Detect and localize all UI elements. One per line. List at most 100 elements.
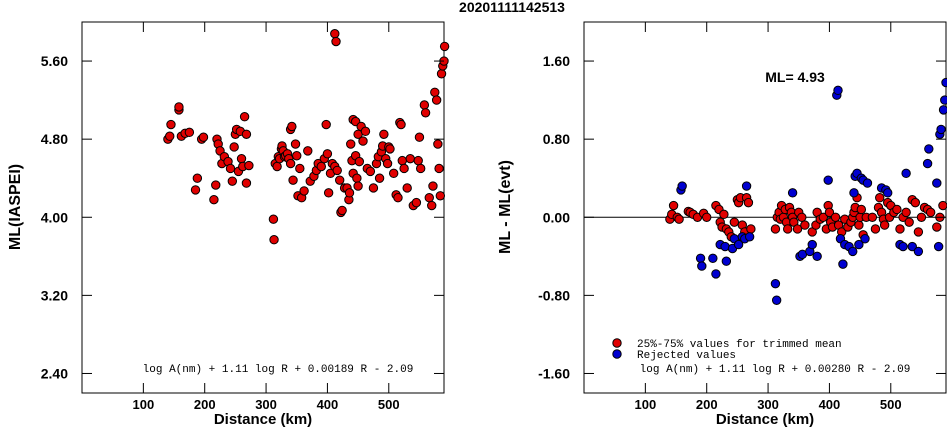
left-point-a [229, 142, 239, 152]
left-dots [163, 29, 450, 245]
left-point-a [209, 194, 219, 205]
left-point-a [331, 36, 341, 47]
left-point-a [433, 139, 443, 149]
left-point-a [365, 166, 376, 177]
right-y-tick-label: 0.80 [543, 131, 570, 147]
right-point-b [744, 232, 755, 242]
right-point-a [938, 200, 947, 211]
right-point-b [862, 178, 873, 188]
left-formula: log A(nm) + 1.11 log R + 0.00189 R - 2.0… [143, 364, 414, 376]
right-y-tick-label: -1.60 [538, 365, 570, 381]
left-point-a [241, 178, 252, 188]
right-point-b [938, 105, 947, 115]
right-point-b [936, 124, 946, 135]
left-point-a [192, 173, 203, 183]
left-point-a [332, 165, 342, 176]
right-point-b [733, 239, 744, 250]
left-x-axis-label: Distance (km) [214, 411, 312, 428]
right-point-a [932, 222, 942, 232]
left-point-a [435, 191, 446, 201]
right-x-tick-label: 200 [696, 397, 718, 412]
legend-marker-rejected [612, 349, 622, 359]
right-point-b [848, 246, 858, 257]
right-point-b [823, 175, 833, 185]
right-point-a [901, 207, 911, 218]
left-point-a [382, 158, 393, 169]
left-y-ticks: 2.40 3.20 4.00 4.80 5.60 [41, 53, 444, 381]
left-point-a [303, 146, 313, 156]
left-point-a [165, 131, 175, 141]
left-point-a [287, 121, 297, 132]
right-point-a [824, 207, 835, 218]
left-point-a [434, 163, 444, 174]
right-point-b [697, 261, 707, 271]
left-y-tick-label: 4.80 [41, 131, 68, 147]
left-point-a [334, 175, 345, 185]
right-point-b [807, 239, 817, 250]
right-point-b [860, 234, 870, 244]
left-point-a [379, 129, 389, 139]
right-point-a [719, 209, 729, 220]
left-point-a [290, 139, 301, 149]
right-y-tick-label: 1.60 [543, 53, 570, 69]
right-formula: log A(nm) + 1.11 log R + 0.00280 R - 2.0… [640, 364, 911, 376]
left-point-a [358, 136, 368, 146]
left-point-a [288, 175, 298, 185]
left-point-a [428, 181, 438, 191]
left-point-a [396, 119, 406, 130]
left-point-a [413, 155, 423, 166]
left-point-a [241, 129, 252, 139]
left-x-tick-label: 100 [133, 397, 155, 412]
legend-label-trimmed: 25%-75% values for trimmed mean [637, 339, 842, 351]
right-point-b [883, 188, 893, 198]
left-point-a [399, 163, 409, 174]
left-point-a [322, 149, 333, 159]
left-point-a [174, 102, 184, 112]
left-point-a [198, 132, 209, 142]
left-point-a [353, 181, 363, 191]
right-point-b [711, 269, 721, 279]
right-point-a [916, 212, 927, 222]
right-point-b [849, 188, 859, 198]
right-point-a [879, 220, 890, 230]
right-point-b [922, 158, 933, 169]
right-point-b [932, 178, 942, 188]
legend: 25%-75% values for trimmed mean Rejected… [612, 338, 842, 362]
right-point-b [924, 144, 934, 154]
right-point-b [854, 239, 864, 250]
left-point-a [427, 200, 437, 211]
right-point-a [818, 212, 828, 222]
right-x-tick-label: 500 [880, 397, 902, 412]
right-point-b [677, 181, 687, 191]
right-point-b [913, 246, 924, 257]
left-point-a [424, 193, 434, 203]
right-y-axis-label: ML - ML(evt) [497, 160, 514, 254]
chart-title: 20201111142513 [459, 0, 565, 15]
left-point-a [323, 188, 334, 198]
left-plot-frame [81, 21, 445, 394]
left-point-a [244, 160, 254, 171]
left-point-a [268, 214, 279, 224]
left-point-a [184, 127, 195, 138]
right-point-a [870, 224, 881, 234]
ml-annotation: ML= 4.93 [765, 69, 825, 85]
left-point-a [397, 155, 407, 166]
right-x-tick-label: 400 [819, 397, 841, 412]
right-point-a [800, 220, 810, 230]
left-point-a [420, 108, 431, 118]
right-point-b [787, 188, 798, 198]
left-point-a [330, 29, 340, 39]
right-point-b [833, 85, 843, 96]
left-point-a [299, 186, 309, 196]
right-point-b [941, 77, 947, 88]
right-x-axis-label: Distance (km) [716, 411, 814, 428]
left-point-a [415, 163, 426, 174]
legend-label-rejected: Rejected values [637, 350, 736, 362]
left-point-a [346, 139, 356, 149]
left-point-a [344, 188, 355, 198]
right-point-a [770, 224, 781, 234]
left-point-a [431, 95, 442, 105]
left-point-a [236, 153, 247, 164]
left-point-a [388, 168, 399, 179]
